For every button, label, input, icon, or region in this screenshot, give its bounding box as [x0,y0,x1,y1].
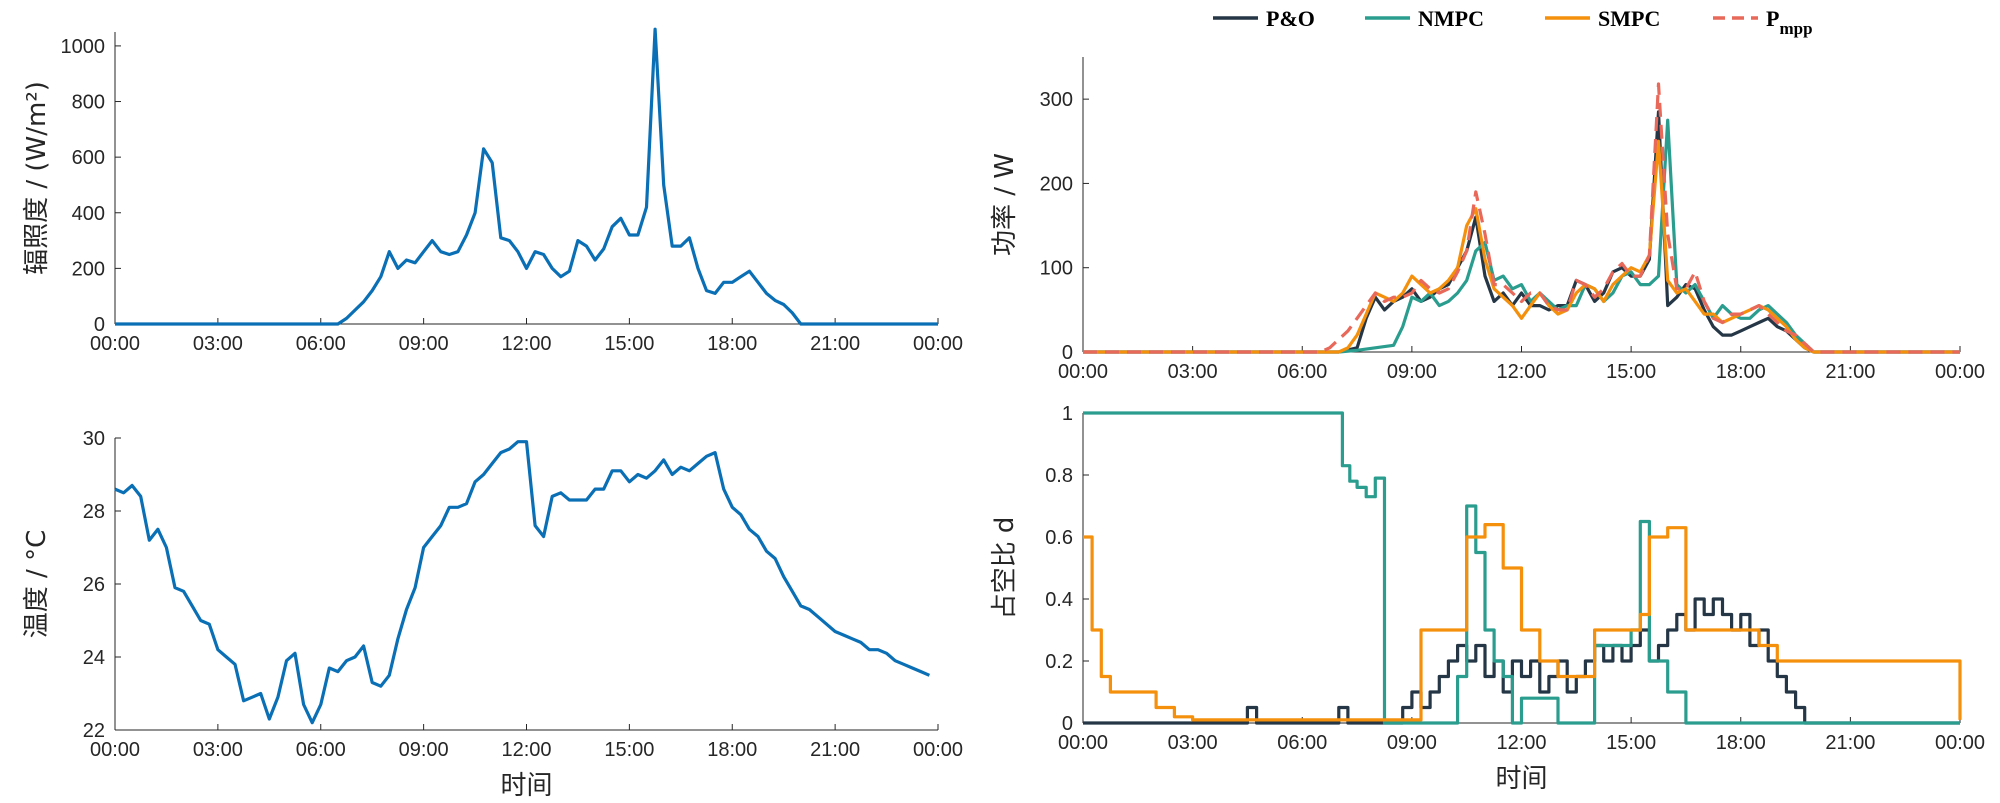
x-tick-label: 03:00 [193,739,243,761]
y-tick-label: 1000 [61,36,106,58]
y-tick-label: 0 [94,314,105,336]
x-axis-label: 时间 [500,771,552,801]
y-tick-label: 0.4 [1045,589,1073,611]
x-axis-label: 时间 [1495,764,1547,794]
data-series-line [115,27,938,326]
x-tick-label: 21:00 [1825,732,1875,754]
legend: P&O NMPC SMPC Pmpp [1213,6,1813,38]
x-tick-label: 18:00 [707,739,757,761]
x-tick-label: 15:00 [1606,361,1656,383]
y-tick-label: 0.6 [1045,527,1073,549]
y-tick-label: 600 [72,147,105,169]
x-tick-label: 03:00 [193,333,243,355]
y-tick-label: 200 [72,258,105,280]
legend-label: NMPC [1418,6,1484,31]
y-tick-label: 300 [1040,89,1073,111]
po-series-line [1083,597,1960,725]
x-tick-label: 06:00 [296,333,346,355]
legend-label: P&O [1266,6,1315,31]
y-tick-label: 30 [83,428,105,450]
x-tick-label: 00:00 [90,333,140,355]
y-tick-label: 0 [1062,342,1073,364]
x-tick-label: 15:00 [604,739,654,761]
y-tick-label: 24 [83,647,105,669]
pmpp-series-line [1083,82,1960,354]
smpc-series-line [1083,523,1962,722]
y-tick-label: 26 [83,574,105,596]
y-axis-label: 辐照度 / (W/m²) [22,81,52,275]
data-series-line [114,440,931,725]
x-tick-label: 00:00 [90,739,140,761]
x-tick-label: 00:00 [913,333,963,355]
x-tick-label: 12:00 [1496,361,1546,383]
y-axis-label: 温度 / °C [22,530,52,638]
x-tick-label: 18:00 [1716,732,1766,754]
x-tick-label: 18:00 [707,333,757,355]
x-tick-label: 06:00 [296,739,346,761]
x-tick-label: 03:00 [1168,732,1218,754]
y-tick-label: 200 [1040,173,1073,195]
y-axis-label: 占空比 d [990,517,1020,620]
duty-cycle-panel: 00:00 03:00 06:00 09:00 12:00 15:00 18:00 21:00… [990,403,1985,794]
y-tick-label: 0.8 [1045,465,1073,487]
x-tick-label: 00:00 [913,739,963,761]
y-tick-label: 1 [1062,403,1073,425]
x-tick-label: 00:00 [1058,361,1108,383]
y-tick-label: 400 [72,203,105,225]
nmpc-series-line [1083,411,1960,725]
x-tick-label: 06:00 [1277,732,1327,754]
y-tick-label: 100 [1040,258,1073,280]
x-tick-label: 12:00 [501,739,551,761]
x-tick-label: 15:00 [604,333,654,355]
x-tick-label: 09:00 [399,739,449,761]
x-tick-label: 12:00 [1496,732,1546,754]
x-tick-label: 00:00 [1935,361,1985,383]
x-tick-label: 09:00 [399,333,449,355]
x-tick-label: 12:00 [501,333,551,355]
y-tick-label: 0.2 [1045,651,1073,673]
x-tick-label: 21:00 [810,333,860,355]
y-tick-label: 800 [72,92,105,114]
power-panel: 00:00 03:00 06:00 09:00 12:00 15:00 18:00 21:00… [990,57,1985,383]
x-tick-label: 00:00 [1935,732,1985,754]
legend-label: SMPC [1598,6,1660,31]
irradiance-panel: 00:00 03:00 06:00 09:00 12:00 15:00 18:00 21:00… [22,27,963,355]
y-tick-label: 22 [83,720,105,742]
x-tick-label: 09:00 [1387,732,1437,754]
legend-label: Pmpp [1766,6,1813,38]
x-tick-label: 09:00 [1387,361,1437,383]
temperature-panel: 00:00 03:00 06:00 09:00 12:00 15:00 18:00 21:00… [22,428,963,801]
y-tick-label: 28 [83,501,105,523]
x-tick-label: 06:00 [1277,361,1327,383]
x-tick-label: 00:00 [1058,732,1108,754]
x-tick-label: 21:00 [810,739,860,761]
legend-label-subscript: mpp [1779,19,1812,38]
smpc-series-line [1083,139,1960,354]
x-tick-label: 15:00 [1606,732,1656,754]
x-tick-label: 21:00 [1825,361,1875,383]
x-tick-label: 03:00 [1168,361,1218,383]
x-tick-label: 18:00 [1716,361,1766,383]
y-axis-label: 功率 / W [990,153,1020,256]
y-tick-label: 0 [1062,713,1073,735]
